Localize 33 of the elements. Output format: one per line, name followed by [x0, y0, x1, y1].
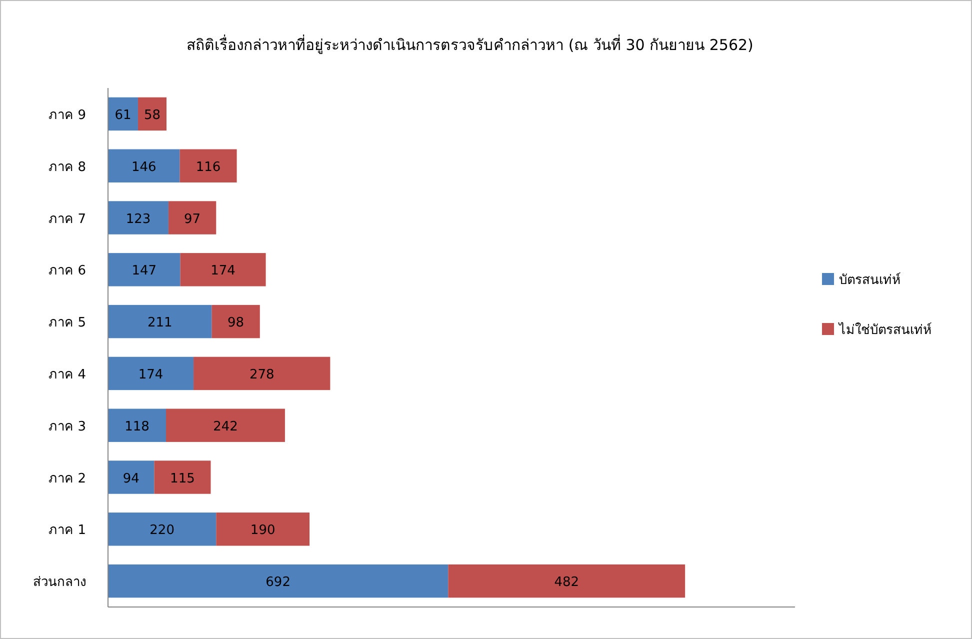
- data-label: 220: [150, 523, 174, 538]
- y-tick-label: ภาค 4: [48, 367, 86, 382]
- y-tick-label: ภาค 6: [48, 264, 86, 279]
- data-label: 211: [147, 316, 172, 331]
- data-label: 147: [132, 264, 157, 279]
- y-tick-label: ภาค 2: [48, 471, 86, 486]
- data-label: 58: [144, 108, 161, 123]
- y-tick-label: ภาค 3: [48, 419, 86, 434]
- y-tick-label: ส่วนกลาง: [33, 575, 86, 590]
- data-label: 692: [266, 575, 290, 590]
- data-label: 123: [126, 212, 151, 227]
- chart-title: สถิติเรื่องกล่าวหาที่อยู่ระหว่างดำเนินการตรวจรับคำกล่าวหา (ณ วันที่ 30 กันยายน 2562): [186, 34, 754, 54]
- data-label: 118: [124, 419, 150, 434]
- y-tick-label: ภาค 7: [48, 212, 86, 227]
- data-label: 115: [170, 471, 195, 486]
- y-tick-label: ภาค 5: [48, 316, 86, 331]
- y-tick-label: ภาค 1: [48, 523, 86, 538]
- data-label: 146: [131, 160, 156, 175]
- legend-label: ไม่ใช่บัตรสนเท่ห์: [838, 322, 932, 338]
- data-label: 190: [250, 523, 276, 538]
- y-tick-label: ภาค 8: [48, 160, 86, 175]
- y-tick-label: ภาค 9: [48, 108, 86, 123]
- data-label: 242: [213, 419, 238, 434]
- data-label: 98: [228, 316, 244, 331]
- data-label: 482: [554, 575, 580, 590]
- data-label: 174: [138, 367, 164, 382]
- legend-label: บัตรสนเท่ห์: [839, 272, 901, 288]
- data-label: 61: [114, 108, 132, 123]
- data-label: 174: [210, 264, 236, 279]
- data-label: 97: [184, 212, 201, 227]
- data-label: 116: [196, 160, 221, 175]
- data-label: 278: [249, 367, 274, 382]
- data-label: 94: [122, 471, 140, 486]
